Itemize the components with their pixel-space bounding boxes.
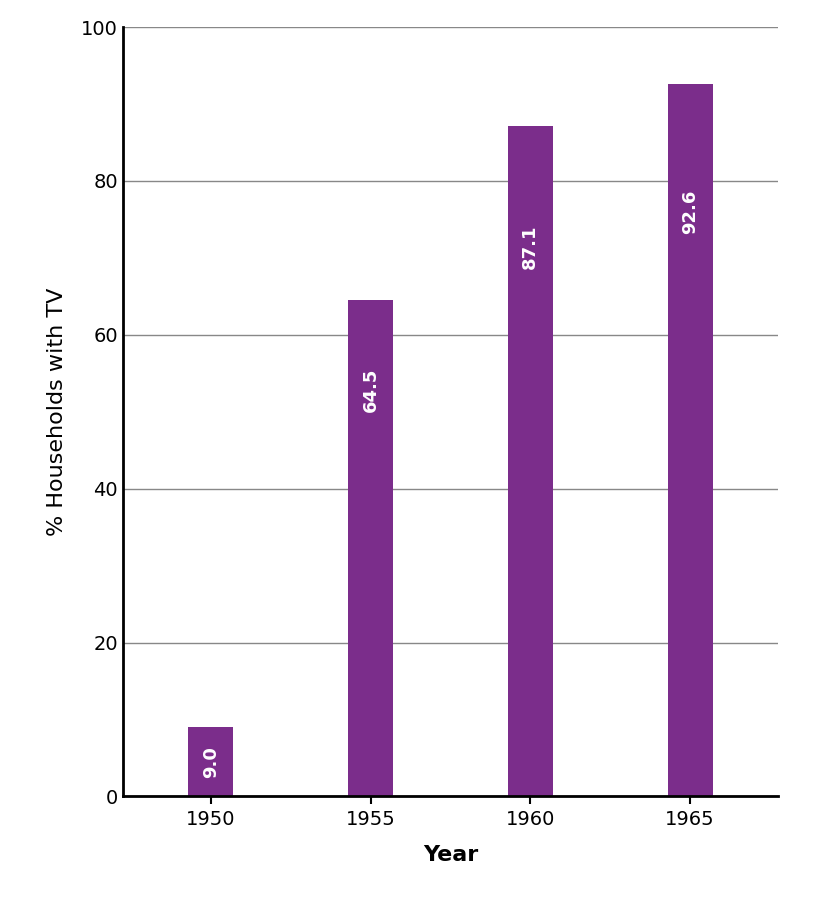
Bar <box>508 127 553 796</box>
Bar <box>348 300 393 796</box>
Bar <box>188 728 233 796</box>
X-axis label: Year: Year <box>423 845 478 865</box>
Text: 64.5: 64.5 <box>361 367 379 412</box>
Bar <box>667 84 713 796</box>
Y-axis label: % Households with TV: % Households with TV <box>48 288 67 536</box>
Text: 9.0: 9.0 <box>201 746 219 777</box>
Text: 87.1: 87.1 <box>522 224 540 269</box>
Text: 92.6: 92.6 <box>681 190 699 234</box>
